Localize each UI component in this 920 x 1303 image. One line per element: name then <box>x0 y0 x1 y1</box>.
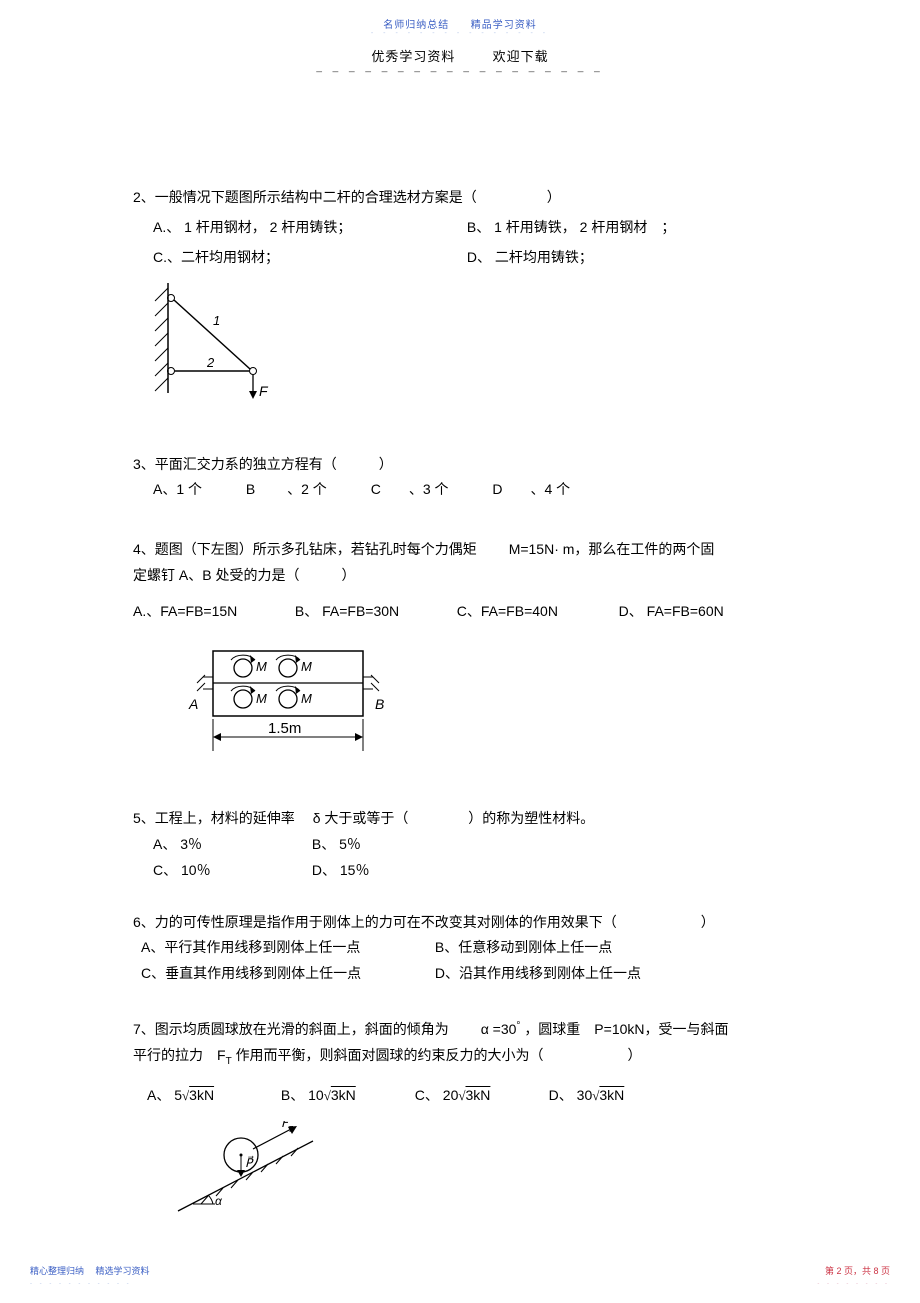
footer-left-dots: - - - - - - - - - - - <box>30 1281 132 1287</box>
q7-label-f: F⃗T <box>281 1121 294 1134</box>
q3-opt-d: D 、4 个 <box>492 477 570 503</box>
q4-label-m2: M <box>301 659 312 674</box>
q6-opt-b: B、任意移动到刚体上任一点 <box>435 939 612 955</box>
question-2: 2、一般情况下题图所示结构中二杆的合理选材方案是（ ） A.、 1 杆用钢材， … <box>133 185 793 412</box>
footer-left-b: 精选学习资料 <box>96 1266 150 1276</box>
q7-stem2-post: 作用而平衡，则斜面对圆球的约束反力的大小为（ ） <box>236 1047 642 1063</box>
q6-opt-c: C、垂直其作用线移到刚体上任一点 <box>141 961 431 987</box>
q7-stem1-pre: 7、图示均质圆球放在光滑的斜面上，斜面的倾角为 <box>133 1021 449 1037</box>
q7-opt-d: D、 30√3kN <box>549 1087 625 1103</box>
q2-opt-d: D、 二杆均用铸铁； <box>467 249 593 265</box>
q4-opt-b: B、 FA=FB=30N <box>295 599 453 625</box>
q4-label-m4: M <box>301 691 312 706</box>
content-area: 2、一般情况下题图所示结构中二杆的合理选材方案是（ ） A.、 1 杆用钢材， … <box>133 185 793 1256</box>
q4-stem-line1: 4、题图（下左图）所示多孔钻床，若钻孔时每个力偶矩 M=15N· m，那么在工件… <box>133 537 793 563</box>
q7-opt-a: A、 5√3kN <box>147 1083 277 1109</box>
q5-stem: 5、工程上，材料的延伸率 δ 大于或等于（ ）的称为塑性材料。 <box>133 806 793 832</box>
q3-stem: 3、平面汇交力系的独立方程有（ ） <box>133 452 793 478</box>
q7-opt-c: C、 20√3kN <box>415 1083 545 1109</box>
footer-left-a: 精心整理归纳 <box>30 1266 84 1276</box>
q7-label-alpha: α <box>215 1194 223 1208</box>
q6-stem: 6、力的可传性原理是指作用于刚体上的力可在不改变其对刚体的作用效果下（ ） <box>133 910 793 936</box>
q7-stem1-alpha: α =30 <box>481 1021 517 1037</box>
q4-figure: M M M M A B 1.5m <box>183 641 393 771</box>
q6-opt-a: A、平行其作用线移到刚体上任一点 <box>141 935 431 961</box>
header-top-line: 名师归纳总结 精品学习资料 <box>0 16 920 31</box>
q2-figure: 1 2 F <box>143 283 283 403</box>
q4-stem-mid: M=15N· m，那么在工件的两个固 <box>509 541 715 557</box>
q4-stem1: 4、题图（下左图）所示多孔钻床，若钻孔时每个力偶矩 <box>133 541 477 557</box>
q5-opt-b: B、 5％ <box>312 836 361 852</box>
q6-opt-d: D、沿其作用线移到刚体上任一点 <box>435 965 641 981</box>
q3-opt-c: C 、3 个 <box>371 477 449 503</box>
footer-right-dots: - - - - - - - - <box>817 1281 890 1287</box>
q7-figure: F⃗T P⃗ α <box>173 1121 333 1221</box>
q7-stem-line1: 7、图示均质圆球放在光滑的斜面上，斜面的倾角为 α =30° ，圆球重 P=10… <box>133 1017 793 1043</box>
q5-opt-d: D、 15％ <box>312 862 370 878</box>
q4-label-b: B <box>375 696 384 712</box>
footer-left: 精心整理归纳 精选学习资料 <box>30 1264 150 1277</box>
q2-stem: 2、一般情况下题图所示结构中二杆的合理选材方案是（ ） <box>133 185 793 211</box>
q5-stem-mid: δ 大于或等于（ <box>313 810 409 826</box>
q3-opt-a: A、1 个 <box>153 477 202 503</box>
header-top-dots: - - - - - - - - - - - - - - - <box>0 30 920 37</box>
q2-opt-c: C.、二杆均用钢材； <box>153 245 463 271</box>
q5-stem-pre: 5、工程上，材料的延伸率 <box>133 810 295 826</box>
q3-opt-b: B 、2 个 <box>246 477 327 503</box>
q4-opt-c: C、FA=FB=40N <box>457 599 615 625</box>
q4-label-m3: M <box>256 691 267 706</box>
footer-right: 第 2 页，共 8 页 <box>825 1264 890 1277</box>
q7-stem2-pre: 平行的拉力 F <box>133 1047 226 1063</box>
q4-opt-a: A.、FA=FB=15N <box>133 599 291 625</box>
header-underline: _ _ _ _ _ _ _ _ _ _ _ _ _ _ _ _ _ _ <box>316 62 603 73</box>
q7-opt-b: B、 10√3kN <box>281 1083 411 1109</box>
q5-stem-post: ）的称为塑性材料。 <box>468 810 594 826</box>
q2-label-f: F <box>259 383 269 399</box>
q4-label-a: A <box>188 696 198 712</box>
footer-right-a: 第 2 页，共 8 页 <box>825 1266 890 1276</box>
question-3: 3、平面汇交力系的独立方程有（ ） A、1 个 B 、2 个 C 、3 个 D … <box>133 452 793 504</box>
q5-opt-a: A、 3％ <box>153 832 308 858</box>
q4-dim: 1.5m <box>268 720 301 737</box>
q7-sub-t: T <box>226 1056 232 1067</box>
question-5: 5、工程上，材料的延伸率 δ 大于或等于（ ）的称为塑性材料。 A、 3％ B、… <box>133 806 793 884</box>
question-7: 7、图示均质圆球放在光滑的斜面上，斜面的倾角为 α =30° ，圆球重 P=10… <box>133 1017 793 1230</box>
q2-opt-b: B、 1 杆用铸铁， 2 杆用钢材 ； <box>467 219 675 235</box>
question-6: 6、力的可传性原理是指作用于刚体上的力可在不改变其对刚体的作用效果下（ ） A、… <box>133 910 793 988</box>
q2-label-1: 1 <box>213 313 220 328</box>
q7-stem-line2: 平行的拉力 FT 作用而平衡，则斜面对圆球的约束反力的大小为（ ） <box>133 1043 793 1071</box>
question-4: 4、题图（下左图）所示多孔钻床，若钻孔时每个力偶矩 M=15N· m，那么在工件… <box>133 537 793 780</box>
q5-opt-c: C、 10％ <box>153 858 308 884</box>
q4-opt-d: D、 FA=FB=60N <box>619 603 724 619</box>
q4-label-m1: M <box>256 659 267 674</box>
q7-stem1-post: ，圆球重 P=10kN，受一与斜面 <box>524 1021 728 1037</box>
q2-opt-a: A.、 1 杆用钢材， 2 杆用铸铁； <box>153 215 463 241</box>
q2-label-2: 2 <box>206 355 215 370</box>
q4-stem-line2: 定螺钉 A、B 处受的力是（ ） <box>133 563 793 589</box>
